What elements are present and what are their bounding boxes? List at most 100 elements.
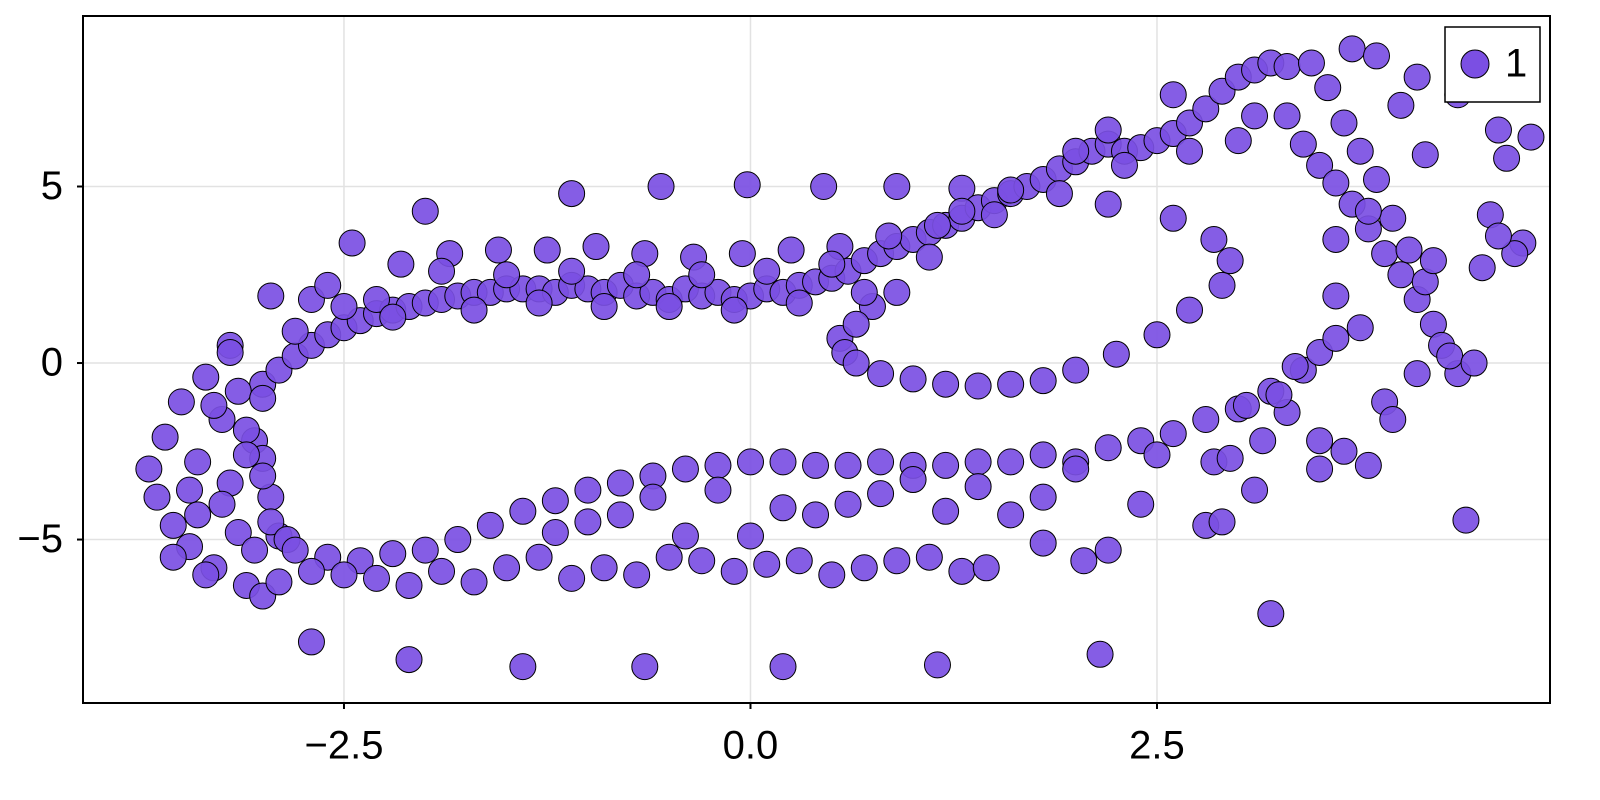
scatter-point [1110, 151, 1138, 179]
scatter-point [875, 222, 903, 250]
scatter-point [1176, 296, 1204, 324]
scatter-point [1411, 141, 1439, 169]
scatter-point [777, 236, 805, 264]
scatter-point [1070, 547, 1098, 575]
scatter-point [590, 554, 618, 582]
scatter-point [867, 448, 895, 476]
scatter-point [330, 561, 358, 589]
scatter-point [135, 455, 163, 483]
scatter-point [631, 653, 659, 681]
scatter-point [964, 448, 992, 476]
scatter-point [1176, 137, 1204, 165]
scatter-point [1403, 360, 1431, 388]
scatter-point [509, 653, 537, 681]
scatter-point [167, 388, 195, 416]
scatter-point [655, 293, 683, 321]
scatter-point [834, 451, 862, 479]
scatter-point [1102, 340, 1130, 368]
scatter-point [460, 568, 488, 596]
scatter-point [1029, 483, 1057, 511]
scatter-point [224, 518, 252, 546]
scatter-point [590, 293, 618, 321]
scatter-point [720, 296, 748, 324]
scatter-point [1403, 63, 1431, 91]
scatter-point [948, 557, 976, 585]
scatter-point [1371, 240, 1399, 268]
scatter-point [736, 448, 764, 476]
scatter-point [785, 289, 813, 317]
scatter-point [1062, 455, 1090, 483]
scatter-point [655, 543, 683, 571]
scatter-point [192, 561, 220, 589]
x-tick-label: 0.0 [723, 724, 779, 768]
scatter-point [1346, 137, 1374, 165]
scatter-point [769, 494, 797, 522]
scatter-point [1297, 49, 1325, 77]
scatter-point [867, 480, 895, 508]
scatter-point [997, 501, 1025, 529]
scatter-point [184, 448, 212, 476]
scatter-point [1379, 204, 1407, 232]
scatter-point [769, 653, 797, 681]
legend-label: 1 [1505, 42, 1527, 86]
scatter-point [883, 278, 911, 306]
scatter-point [1232, 391, 1260, 419]
scatter-point [330, 293, 358, 321]
scatter-point [411, 536, 439, 564]
scatter-point [338, 229, 366, 257]
scatter-point [1224, 127, 1252, 155]
scatter-point [176, 476, 204, 504]
scatter-point [1094, 190, 1122, 218]
scatter-point [647, 173, 675, 201]
scatter-point [1330, 437, 1358, 465]
scatter-point [1273, 102, 1301, 130]
scatter-point [736, 522, 764, 550]
scatter-point [151, 423, 179, 451]
scatter-point [606, 469, 634, 497]
scatter-point [1062, 356, 1090, 384]
scatter-point [834, 490, 862, 518]
scatter-point [1265, 381, 1293, 409]
y-tick-label: 0 [41, 341, 63, 385]
scatter-point [932, 451, 960, 479]
x-tick-label: 2.5 [1129, 724, 1185, 768]
scatter-point [1354, 197, 1382, 225]
scatter-point [533, 236, 561, 264]
scatter-point [1281, 353, 1309, 381]
scatter-point [1322, 324, 1350, 352]
scatter-point [1306, 427, 1334, 455]
scatter-point [753, 257, 781, 285]
scatter-point [1192, 406, 1220, 434]
scatter-point [964, 473, 992, 501]
scatter-point [932, 370, 960, 398]
scatter-point [411, 197, 439, 225]
scatter-point [200, 391, 228, 419]
scatter-point [883, 173, 911, 201]
scatter-point [1029, 367, 1057, 395]
scatter-point [671, 455, 699, 483]
scatter-point [1241, 102, 1269, 130]
scatter-point [444, 526, 472, 554]
scatter-point [428, 257, 456, 285]
scatter-point [525, 289, 553, 317]
scatter-point [1216, 247, 1244, 275]
scatter-point [574, 476, 602, 504]
scatter-point [883, 547, 911, 575]
scatter-point [558, 257, 586, 285]
scatter-point [1314, 74, 1342, 102]
scatter-point [297, 628, 325, 656]
scatter-point [704, 451, 732, 479]
scatter-point [216, 338, 244, 366]
scatter-point [558, 180, 586, 208]
scatter-point [818, 250, 846, 278]
scatter-point [265, 568, 293, 596]
scatter-point [395, 646, 423, 674]
scatter-point [704, 476, 732, 504]
legend: 1 [1444, 26, 1541, 103]
scatter-point [1094, 434, 1122, 462]
scatter-point [1493, 144, 1521, 172]
scatter-point [387, 250, 415, 278]
scatter-point [1338, 35, 1366, 63]
scatter-point [1159, 204, 1187, 232]
scatter-point [728, 240, 756, 268]
